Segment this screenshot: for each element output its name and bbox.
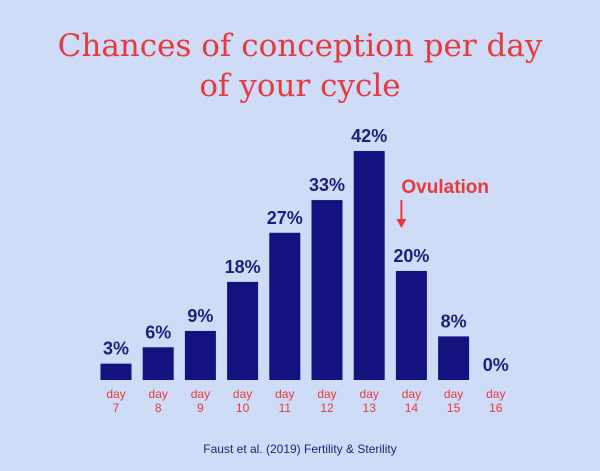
x-tick-label-day-14-word: day [402,387,421,401]
x-tick-label-day-7-word: day [106,387,125,401]
x-tick-label-day-8-number: 8 [155,401,162,415]
bar-day-14 [395,270,427,380]
value-label-day-16: 0% [483,355,509,375]
value-label-day-11: 27% [267,208,303,228]
x-tick-label-day-10-word: day [233,387,252,401]
x-tick-label-day-16-word: day [486,387,505,401]
x-tick-label-day-10-number: 10 [236,401,250,415]
bar-day-7 [100,363,132,380]
x-tick-label-day-13-number: 13 [363,401,377,415]
x-tick-label-day-9-number: 9 [197,401,204,415]
x-tick-label-day-8-word: day [149,387,168,401]
value-label-day-13: 42% [351,126,387,146]
value-label-day-12: 33% [309,175,345,195]
x-tick-label-day-11-number: 11 [279,401,292,415]
bar-day-15 [438,336,470,380]
x-tick-label-day-15-word: day [444,387,463,401]
bar-day-12 [311,200,343,380]
ovulation-annotation-label: Ovulation [401,177,489,198]
bar-day-8 [142,347,174,380]
x-tick-label-day-14-number: 14 [405,401,419,415]
value-label-day-9: 9% [187,306,213,326]
source-citation: Faust et al. (2019) Fertility & Sterilit… [203,442,397,456]
x-tick-label-day-12-number: 12 [320,401,334,415]
bar-day-10 [227,281,259,380]
ovulation-arrow-head [396,219,407,228]
chart-title-line-2: of your cycle [199,68,401,104]
value-label-day-15: 8% [441,311,467,331]
bar-day-13 [353,151,385,380]
x-tick-label-day-12-word: day [317,387,336,401]
bar-day-9 [184,330,216,380]
x-tick-label-day-13-word: day [360,387,379,401]
value-label-day-10: 18% [225,257,261,277]
chart-title: Chances of conception per day of your cy… [0,26,600,106]
chart-title-line-1: Chances of conception per day [57,28,543,64]
value-label-day-7: 3% [103,339,129,359]
x-tick-label-day-15-number: 15 [447,401,461,415]
x-tick-label-day-16-number: 16 [489,401,503,415]
x-tick-label-day-9-word: day [191,387,210,401]
x-tick-label-day-7-number: 7 [113,401,120,415]
bar-day-11 [269,232,301,380]
x-tick-label-day-11-word: day [275,387,294,401]
value-label-day-14: 20% [393,246,429,266]
value-label-day-8: 6% [145,322,171,342]
